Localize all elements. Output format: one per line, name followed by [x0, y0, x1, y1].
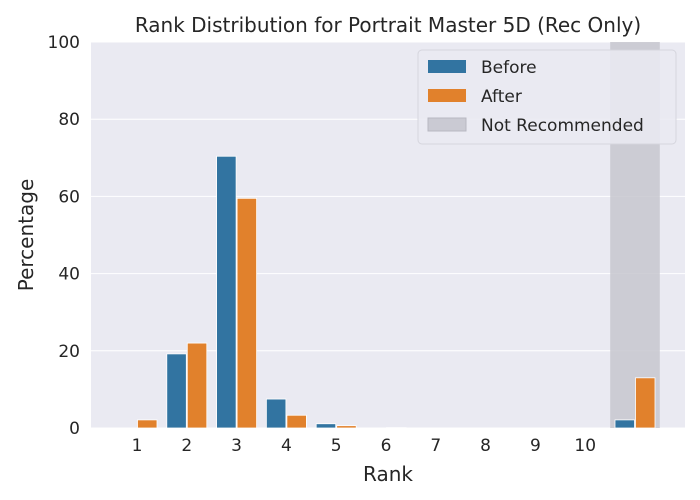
- legend-swatch: [428, 89, 466, 102]
- x-tick-label: 7: [430, 436, 441, 456]
- x-axis-ticks: 1 2 3 4 5 6 7 8 9 10: [132, 436, 596, 456]
- bar-before: [166, 353, 187, 429]
- x-tick-label: 6: [381, 436, 392, 456]
- x-tick-label: 1: [132, 436, 143, 456]
- bar-before: [315, 423, 337, 429]
- bar-after: [635, 377, 656, 429]
- bar-before: [265, 398, 287, 429]
- bar-after: [186, 342, 208, 429]
- legend-swatch: [427, 117, 467, 132]
- y-tick-label: 100: [48, 33, 80, 53]
- bar-before: [614, 419, 635, 429]
- legend-label: Before: [481, 58, 537, 78]
- x-axis-label: Rank: [363, 462, 413, 486]
- y-tick-label: 0: [69, 419, 80, 439]
- legend-frame: [417, 49, 677, 145]
- y-tick-label: 20: [58, 342, 80, 362]
- y-tick-label: 60: [58, 187, 80, 207]
- legend: Before After Not Recommended: [417, 49, 677, 145]
- bar-after: [336, 425, 357, 429]
- bar-before: [216, 155, 237, 429]
- x-tick-label: 4: [281, 436, 292, 456]
- bar-after: [386, 427, 407, 429]
- x-tick-label: 5: [331, 436, 342, 456]
- y-axis-label: Percentage: [14, 179, 38, 292]
- bars: [137, 155, 656, 429]
- x-tick-label: 3: [231, 436, 242, 456]
- legend-label: Not Recommended: [481, 116, 644, 136]
- x-tick-label: 2: [181, 436, 192, 456]
- y-tick-label: 80: [58, 110, 80, 130]
- legend-label: After: [481, 87, 522, 107]
- chart-title: Rank Distribution for Portrait Master 5D…: [135, 13, 641, 37]
- bar-after: [137, 419, 158, 429]
- x-tick-label: 10: [574, 436, 596, 456]
- bar-after: [286, 414, 307, 429]
- y-tick-label: 40: [58, 265, 80, 285]
- bar-after: [236, 197, 258, 429]
- legend-swatch: [428, 60, 466, 73]
- y-axis-ticks: 0 20 40 60 80 100: [48, 33, 80, 439]
- x-tick-label: 9: [530, 436, 541, 456]
- x-tick-label: 8: [480, 436, 491, 456]
